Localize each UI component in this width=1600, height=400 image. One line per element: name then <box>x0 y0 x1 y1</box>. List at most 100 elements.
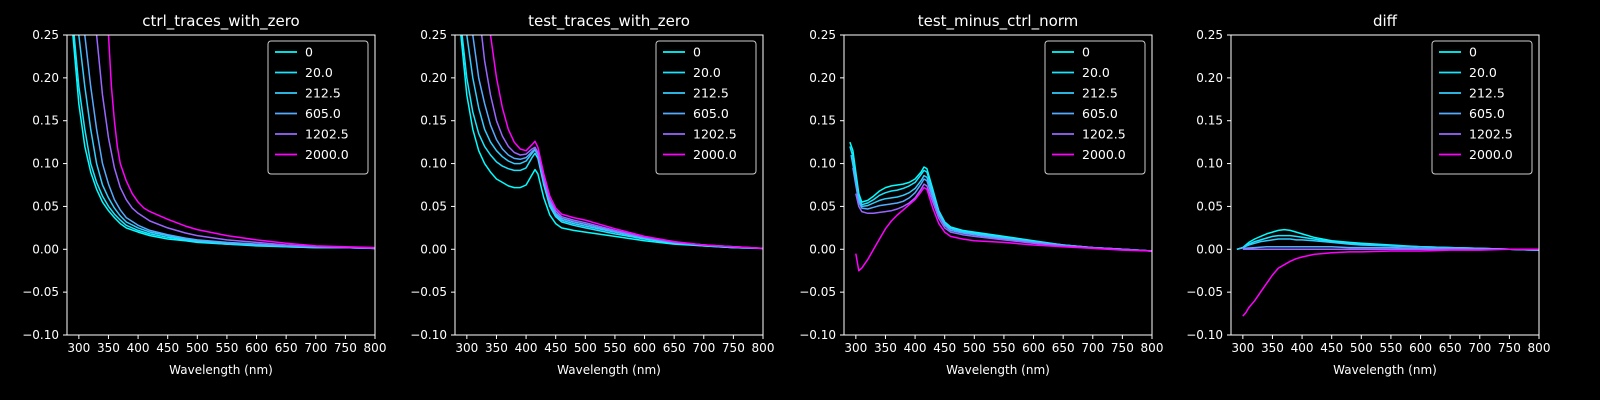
panel-1-plot: 300 350 400 450 500 550 600 650 700 750 800 −0.10 −0… <box>22 28 386 355</box>
panel-3-series-line-4 <box>852 167 1152 252</box>
panel-3-ytick-label: 0.15 <box>809 114 836 128</box>
panel-1-legend-label-1: 0 <box>305 45 313 60</box>
panel-3-series-group <box>849 141 1152 272</box>
panel-2: test_traces_with_zero Wavelength (nm) 30… <box>410 12 774 377</box>
panel-2-xtick-label: 500 <box>574 341 597 355</box>
panel-1-series-line-5 <box>95 35 375 250</box>
panel-4-ytick-label: 0.05 <box>1196 199 1223 213</box>
panel-1-ytick-label: 0.10 <box>32 157 59 171</box>
panel-1-xtick-label: 750 <box>334 341 357 355</box>
panel-1-xtick-label: 450 <box>156 341 179 355</box>
panel-4-ytick-label: −0.05 <box>1186 285 1223 299</box>
panel-2-ytick-label: −0.10 <box>410 328 447 342</box>
panel-2-xtick-label: 350 <box>485 341 508 355</box>
panel-3-legend: 0 20.0 212.5 605.0 1202.5 2000.0 <box>1044 40 1146 175</box>
panel-1-ytick-label: 0.25 <box>32 28 59 42</box>
panel-4-axes-frame <box>1230 34 1540 336</box>
panel-3-legend-label-3: 212.5 <box>1082 86 1118 101</box>
panel-3-xlabel: Wavelength (nm) <box>946 363 1050 377</box>
panel-4-ytick-label: −0.10 <box>1186 328 1223 342</box>
panel-3-legend-label-1: 0 <box>1082 45 1090 60</box>
panel-2-series-line-6 <box>489 35 763 250</box>
panel-3-legend-label-4: 605.0 <box>1082 106 1118 121</box>
panel-4-xtick-label: 600 <box>1409 341 1432 355</box>
panel-1-ytick-label: −0.10 <box>22 328 59 342</box>
panel-3-ytick-label: 0.25 <box>809 28 836 42</box>
panel-4-legend-label-6: 2000.0 <box>1469 147 1513 162</box>
panel-3-xtick-label: 600 <box>1022 341 1045 355</box>
panel-1-xtick-label: 600 <box>245 341 268 355</box>
panel-1-xtick-label: 350 <box>97 341 120 355</box>
panel-1-xtick-label: 400 <box>127 341 150 355</box>
panel-3-xtick-label: 500 <box>963 341 986 355</box>
panel-3-ytick-label: −0.10 <box>799 328 836 342</box>
panel-4-ytick-label: 0.15 <box>1196 114 1223 128</box>
panel-3-plot: 300 350 400 450 500 550 600 650 700 750 800 −0.10 −0… <box>799 28 1163 355</box>
panel-3: test_minus_ctrl_norm Wavelength (nm) 300… <box>799 12 1163 377</box>
panel-1-legend-label-6: 2000.0 <box>305 147 349 162</box>
panel-2-legend-label-6: 2000.0 <box>693 147 737 162</box>
panel-3-ytick-label: 0.20 <box>809 71 836 85</box>
panel-4-ytick-label: 0.10 <box>1196 157 1223 171</box>
panel-4-ytick-label: 0.25 <box>1196 28 1223 42</box>
panel-3-series-line-1 <box>849 141 1152 252</box>
panel-4-xtick-label: 400 <box>1291 341 1314 355</box>
panel-2-ytick-label: 0.15 <box>420 114 447 128</box>
panel-1-ytick-label: 0.15 <box>32 114 59 128</box>
panel-4-xtick-label: 700 <box>1468 341 1491 355</box>
panel-3-axes-frame <box>843 34 1153 336</box>
panel-1-ytick-label: 0.05 <box>32 199 59 213</box>
panel-2-series-line-2 <box>461 35 763 250</box>
panel-3-xtick-label: 650 <box>1052 341 1075 355</box>
panel-3-xtick-label: 450 <box>933 341 956 355</box>
panel-2-xtick-label: 750 <box>722 341 745 355</box>
panel-4-legend: 0 20.0 212.5 605.0 1202.5 2000.0 <box>1431 40 1533 175</box>
panel-2-series-group <box>460 35 763 250</box>
panel-2-axes-frame <box>454 34 764 336</box>
panel-4-legend-label-4: 605.0 <box>1469 106 1505 121</box>
panel-1-title: ctrl_traces_with_zero <box>142 12 299 31</box>
panel-2-xlabel: Wavelength (nm) <box>557 363 661 377</box>
panel-2-ytick-label: 0.00 <box>420 242 447 256</box>
panel-1-axes-frame <box>66 34 376 336</box>
panel-2-xtick-label: 450 <box>544 341 567 355</box>
panel-4-legend-label-5: 1202.5 <box>1469 127 1513 142</box>
panel-3-legend-label-5: 1202.5 <box>1082 127 1126 142</box>
panel-2-ytick-label: 0.10 <box>420 157 447 171</box>
panel-4-xtick-label: 650 <box>1439 341 1462 355</box>
panel-4-xlabel: Wavelength (nm) <box>1333 363 1437 377</box>
panel-4-ytick-label: 0.20 <box>1196 71 1223 85</box>
panel-3-xtick-label: 700 <box>1081 341 1104 355</box>
panel-4-legend-label-3: 212.5 <box>1469 86 1505 101</box>
panel-1: ctrl_traces_with_zero Wavelength (nm) 30… <box>22 12 386 377</box>
panel-3-xtick-label: 350 <box>874 341 897 355</box>
panel-3-xtick-label: 400 <box>904 341 927 355</box>
panel-2-xtick-label: 600 <box>633 341 656 355</box>
panel-4-xtick-label: 750 <box>1498 341 1521 355</box>
panel-2-ytick-label: 0.25 <box>420 28 447 42</box>
panel-1-xtick-label: 550 <box>215 341 238 355</box>
panel-2-plot: 300 350 400 450 500 550 600 650 700 750 800 −0.10 −0… <box>410 28 774 355</box>
panel-4-ytick-label: 0.00 <box>1196 242 1223 256</box>
panel-2-series-line-1 <box>460 35 763 250</box>
panel-4: diff Wavelength (nm) 300 350 400 450 500 550 6… <box>1186 12 1550 377</box>
panel-1-ytick-label: 0.20 <box>32 71 59 85</box>
panel-3-legend-box <box>1044 40 1146 175</box>
panel-1-series-line-4 <box>84 35 375 250</box>
panel-1-xlabel: Wavelength (nm) <box>169 363 273 377</box>
panel-2-xtick-label: 650 <box>663 341 686 355</box>
panel-2-ytick-label: 0.20 <box>420 71 447 85</box>
panel-1-legend-label-5: 1202.5 <box>305 127 349 142</box>
panel-2-ytick-label: −0.05 <box>410 285 447 299</box>
panel-3-legend-label-6: 2000.0 <box>1082 147 1126 162</box>
panel-3-ytick-label: 0.05 <box>809 199 836 213</box>
panel-2-legend-label-4: 605.0 <box>693 106 729 121</box>
panel-4-xtick-label: 450 <box>1320 341 1343 355</box>
panel-1-legend-label-3: 212.5 <box>305 86 341 101</box>
panel-4-xtick-label: 350 <box>1261 341 1284 355</box>
panel-3-title: test_minus_ctrl_norm <box>918 12 1079 31</box>
panel-1-ytick-label: 0.00 <box>32 242 59 256</box>
panel-2-series-line-5 <box>480 35 763 250</box>
panel-3-xtick-label: 300 <box>844 341 867 355</box>
